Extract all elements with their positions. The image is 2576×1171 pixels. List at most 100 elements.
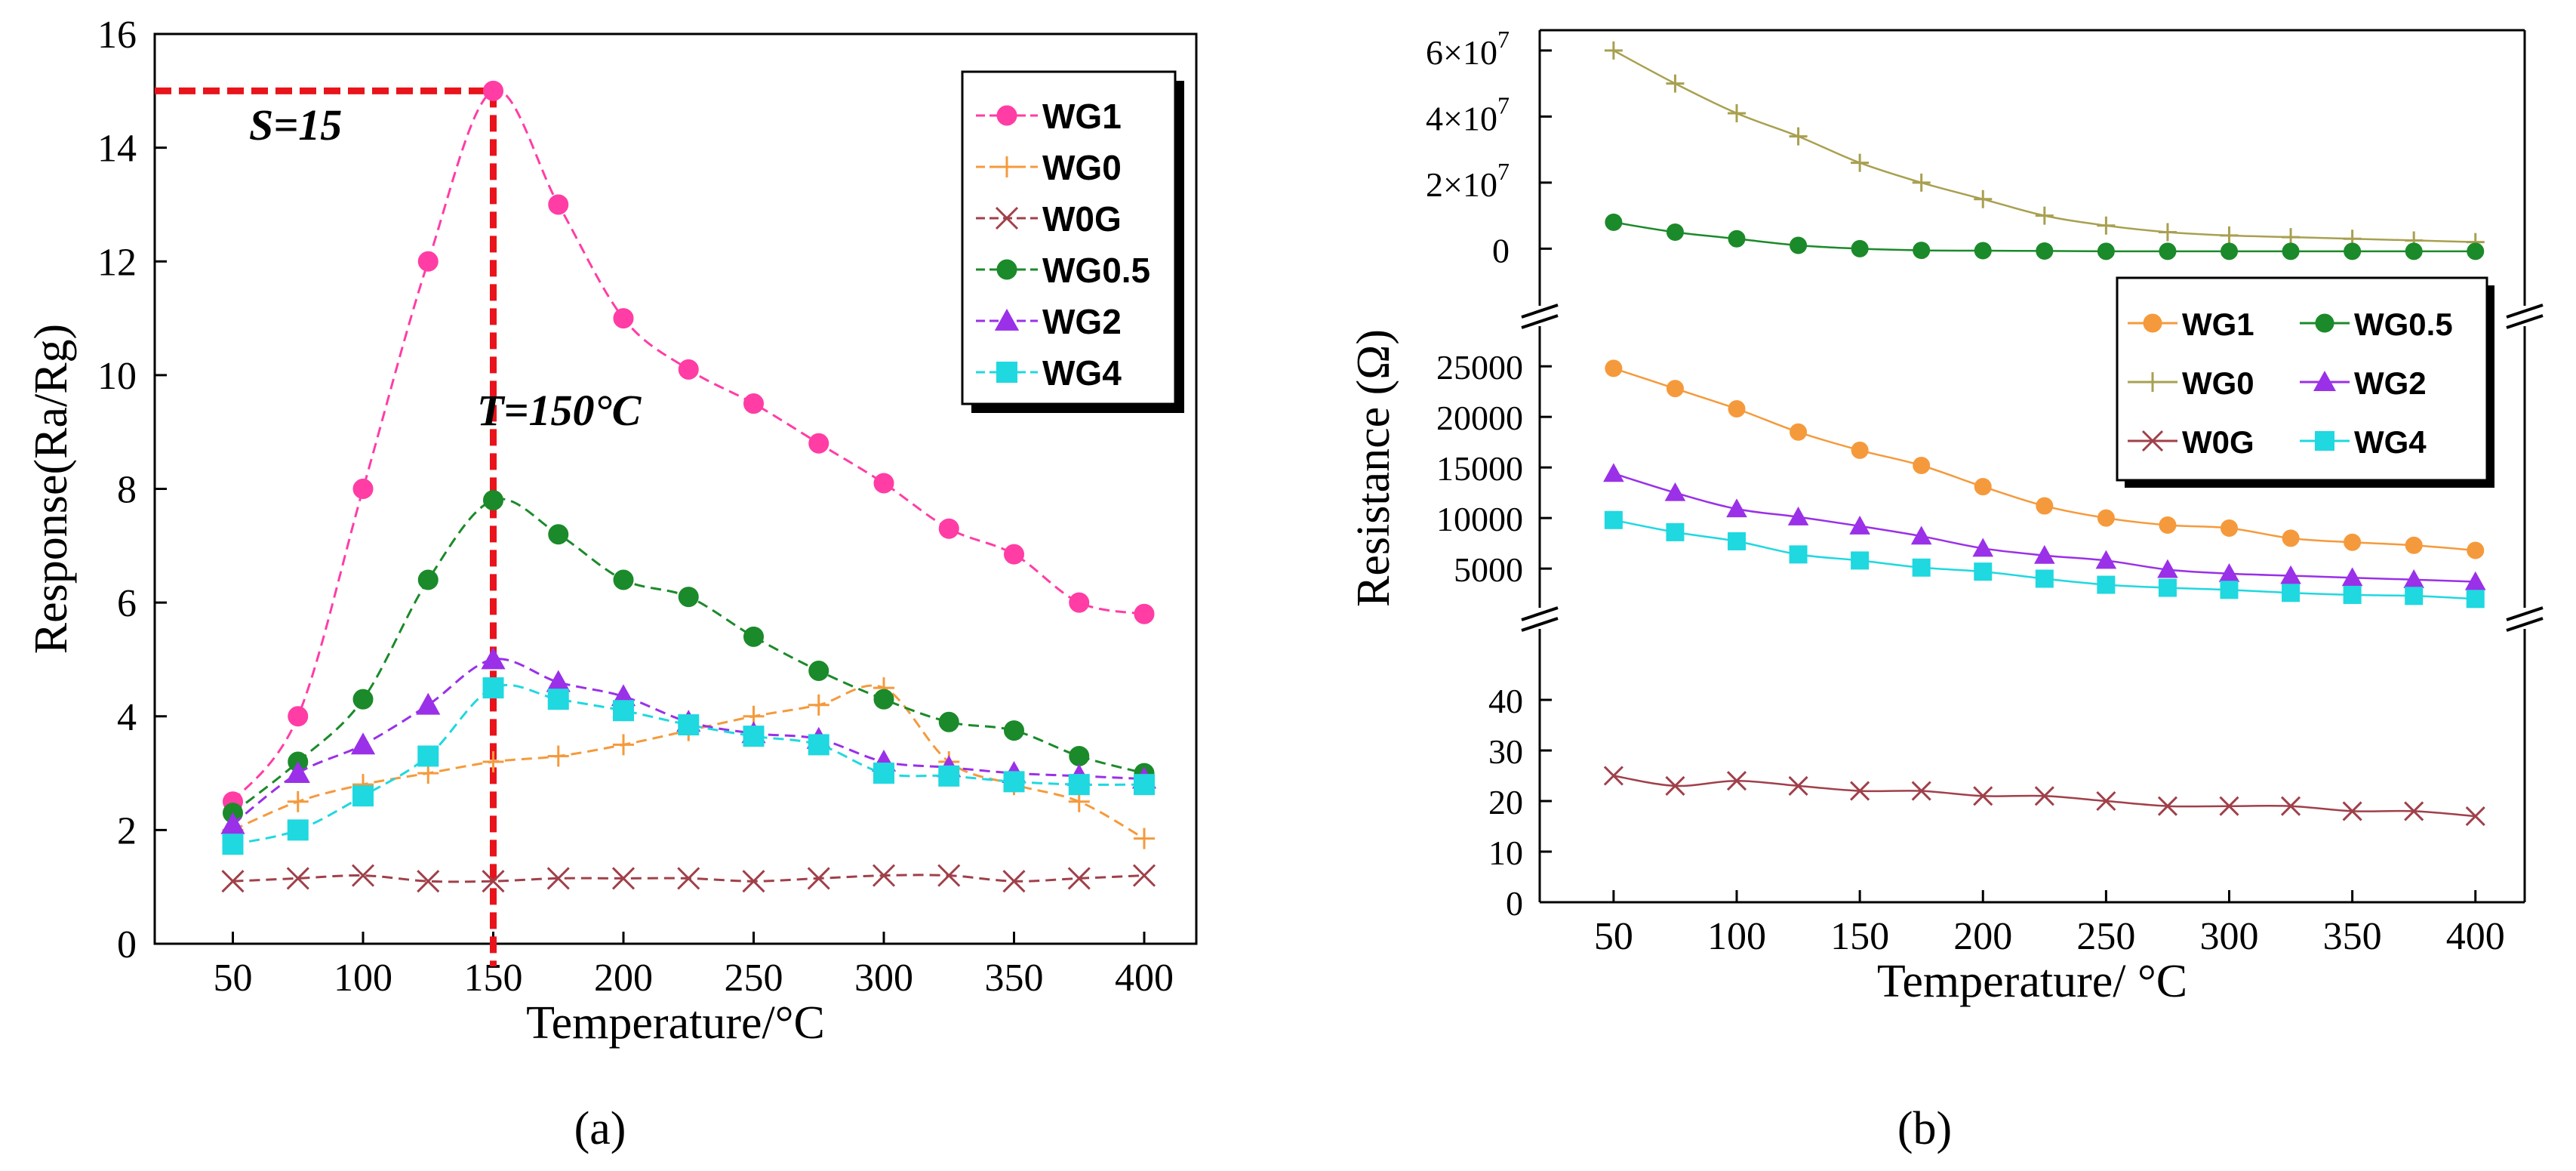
y-tick-label-exponent: 7 — [1497, 91, 1510, 119]
y-tick-label-exponent: 7 — [1497, 26, 1510, 53]
x-tick-label: 300 — [854, 957, 913, 1000]
data-point — [2035, 569, 2054, 588]
data-point — [2405, 242, 2423, 260]
data-point — [1789, 545, 1808, 564]
series-line-WG4 — [232, 683, 1145, 846]
data-point — [2219, 796, 2239, 816]
data-point — [1069, 592, 1090, 613]
data-point — [547, 745, 569, 767]
data-point — [1728, 399, 1746, 418]
y-tick-label-base: 2×10 — [1426, 165, 1497, 204]
y-tick-label-base: 4×10 — [1426, 99, 1497, 137]
legend-marker — [996, 105, 1017, 126]
data-point — [1728, 104, 1746, 122]
legend-marker — [2315, 313, 2334, 333]
data-point — [1973, 786, 1993, 806]
data-point — [2282, 584, 2301, 602]
y-tick-label-base: 0 — [1492, 231, 1510, 270]
data-point — [1003, 771, 1025, 793]
data-point — [1067, 867, 1091, 890]
data-point — [678, 714, 700, 736]
axis-break-mark — [2506, 304, 2544, 319]
annotation-s: S=15 — [249, 100, 342, 149]
data-point — [1974, 562, 1993, 581]
x-tick-label: 100 — [1707, 915, 1766, 958]
data-point — [1664, 482, 1686, 501]
data-point — [2467, 541, 2485, 559]
data-point — [1726, 498, 1747, 518]
x-axis-label: Temperature/ °C — [1877, 956, 2187, 1007]
axis-break-mark — [1521, 606, 1559, 621]
y-tick-label: 8 — [117, 469, 137, 512]
data-point — [678, 359, 699, 380]
data-point — [1851, 239, 1869, 257]
y-tick-label: 20 — [1488, 783, 1523, 821]
data-point — [2403, 569, 2424, 588]
data-point — [1134, 827, 1155, 849]
data-point — [1789, 127, 1808, 146]
legend-box — [2116, 276, 2488, 482]
data-point — [937, 864, 961, 887]
axis-break-mark — [1521, 314, 1559, 329]
axis-break-mark — [2506, 314, 2544, 329]
data-point — [1665, 775, 1685, 796]
data-point — [613, 734, 634, 756]
y-tick-label: 15000 — [1436, 449, 1523, 488]
series-line-WG2 — [1613, 473, 2476, 583]
data-point — [2343, 585, 2362, 604]
data-point — [350, 732, 376, 755]
data-point — [1666, 380, 1684, 398]
data-point — [2159, 516, 2177, 535]
y-tick-label: 4 — [117, 696, 137, 739]
axis-break-mark — [1521, 304, 1559, 319]
data-point — [678, 587, 699, 608]
data-point — [1911, 781, 1931, 801]
x-tick-label: 350 — [985, 957, 1044, 1000]
data-point — [2097, 242, 2115, 260]
data-point — [1974, 242, 1992, 260]
data-point — [482, 751, 504, 772]
panel-label: (b) — [1897, 1103, 1952, 1154]
y-tick-label: 5000 — [1454, 550, 1523, 589]
data-point — [677, 867, 700, 890]
data-point — [221, 870, 245, 893]
data-point — [417, 870, 440, 893]
data-point — [808, 734, 829, 756]
data-point — [613, 308, 634, 329]
legend-marker — [995, 206, 1019, 230]
data-point — [1726, 771, 1747, 791]
legend-marker — [2315, 431, 2334, 451]
y-tick-label: 12 — [97, 241, 137, 284]
legend-marker — [2141, 430, 2164, 452]
data-point — [2465, 806, 2485, 827]
axis-break-mark — [2506, 606, 2544, 621]
data-point — [938, 765, 960, 787]
data-point — [873, 689, 894, 710]
y-tick-label: 6 — [117, 582, 137, 625]
data-point — [352, 785, 374, 807]
data-point — [2034, 544, 2055, 564]
y-tick-label: 0 — [1506, 884, 1523, 923]
data-point — [2036, 497, 2054, 515]
data-point — [548, 524, 569, 545]
data-point — [1972, 538, 1994, 557]
data-point — [1134, 774, 1155, 796]
data-point — [1603, 766, 1623, 786]
data-point — [2097, 509, 2115, 527]
y-tick-label: 20000 — [1436, 399, 1523, 437]
data-point — [352, 689, 374, 710]
data-point — [807, 867, 830, 890]
data-point — [742, 870, 765, 893]
data-point — [2467, 242, 2485, 260]
legend-label: W0G — [1042, 199, 1122, 239]
legend-label: WG1 — [1042, 97, 1122, 136]
data-point — [2280, 565, 2301, 584]
data-point — [287, 819, 309, 841]
y-tick-label-base: 6×10 — [1426, 33, 1497, 72]
data-point — [220, 812, 245, 834]
y-axis-label: Resistance (Ω) — [1348, 329, 1399, 607]
data-point — [2157, 559, 2178, 578]
data-point — [481, 647, 506, 670]
data-point — [611, 867, 636, 890]
